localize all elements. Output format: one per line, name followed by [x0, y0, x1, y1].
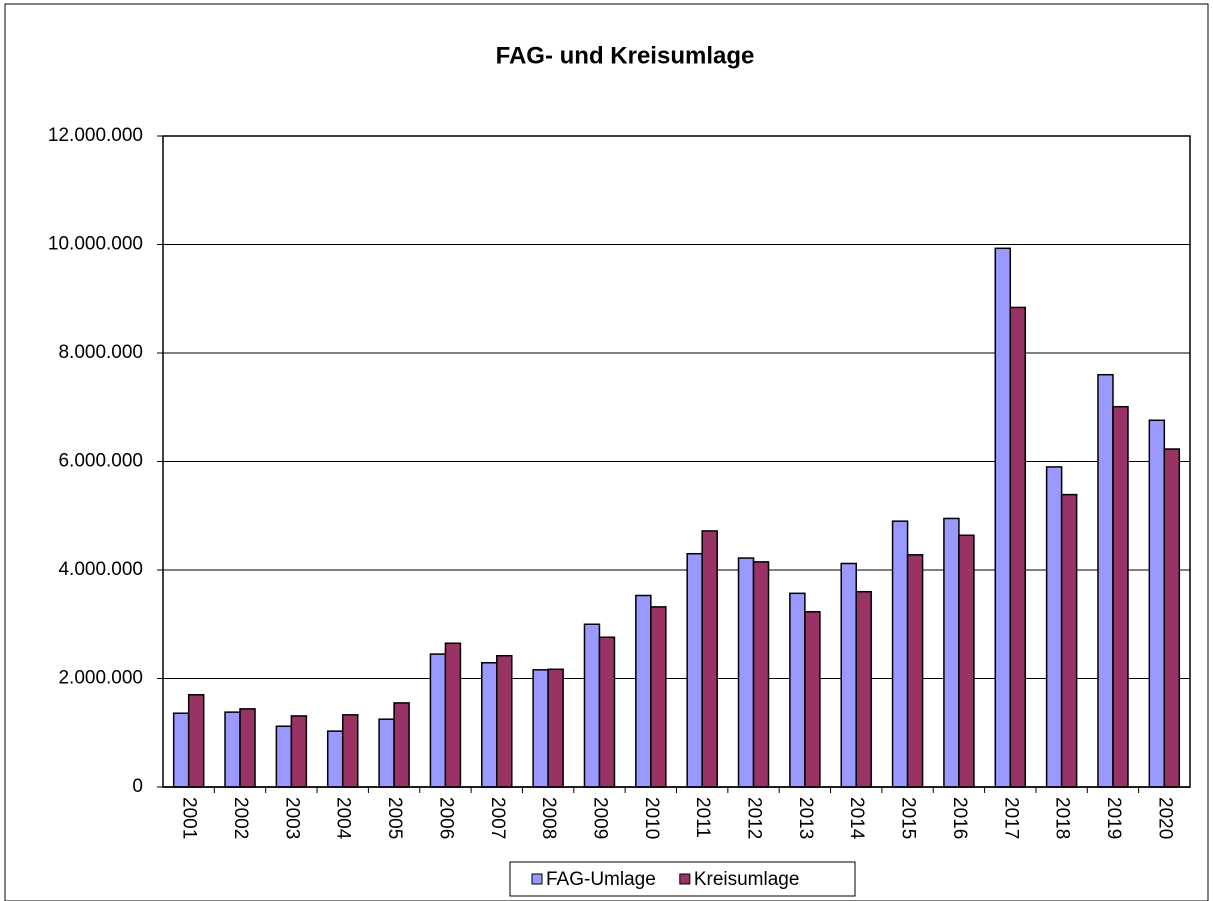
bar: [958, 534, 975, 788]
bar: [804, 611, 821, 788]
bar: [906, 554, 924, 788]
bar: [1112, 405, 1129, 788]
bar: [172, 712, 190, 788]
x-tick-label: 2016: [949, 797, 970, 839]
x-tick-label: 2004: [333, 797, 354, 840]
y-tick-label: 0: [132, 776, 143, 797]
bar: [444, 642, 462, 788]
y-tick-label: 6.000.000: [58, 451, 143, 472]
bar: [290, 715, 308, 788]
bar: [686, 552, 703, 788]
x-tick-label: 2012: [744, 797, 765, 839]
bar: [1060, 493, 1078, 788]
bar: [598, 636, 616, 788]
bar: [1097, 373, 1114, 788]
x-tick-label: 2014: [846, 797, 867, 840]
bar: [393, 702, 410, 788]
bar: [701, 530, 718, 788]
bar: [378, 718, 395, 788]
bar: [650, 606, 667, 788]
bar: [855, 590, 872, 788]
bar: [224, 711, 241, 788]
bar: [1045, 466, 1063, 788]
legend-label: Kreisumlage: [694, 869, 800, 890]
chart-title: FAG- und Kreisumlage: [496, 42, 755, 69]
x-tick-label: 2017: [1000, 797, 1021, 839]
x-tick-label: 2010: [641, 797, 662, 839]
x-tick-label: 2009: [589, 797, 610, 839]
bar: [481, 662, 498, 788]
x-tick-label: 2011: [692, 797, 713, 838]
bar: [532, 669, 549, 788]
y-tick-label: 10.000.000: [48, 234, 143, 255]
bar: [789, 592, 806, 788]
y-tick-label: 2.000.000: [58, 668, 143, 689]
x-tick-label: 2002: [230, 797, 251, 839]
bar: [1148, 419, 1166, 788]
x-tick-label: 2015: [898, 797, 919, 839]
bar: [840, 562, 857, 788]
x-tick-label: 2007: [487, 797, 508, 839]
legend-swatch: [531, 873, 543, 885]
bar: [891, 520, 909, 788]
legend-label: FAG-Umlage: [546, 869, 656, 890]
bar: [496, 654, 513, 788]
bar: [635, 594, 652, 788]
bar: [737, 557, 755, 788]
y-tick-label: 8.000.000: [58, 342, 143, 363]
x-tick-label: 2003: [281, 797, 302, 839]
bar: [583, 623, 601, 788]
x-tick-label: 2006: [435, 797, 456, 839]
bar: [429, 653, 447, 788]
x-tick-label: 2008: [538, 797, 559, 839]
y-tick-label: 4.000.000: [58, 559, 143, 580]
bar: [326, 730, 344, 788]
bar: [1163, 448, 1181, 788]
bar: [547, 668, 564, 788]
x-tick-label: 2019: [1103, 797, 1124, 839]
bar: [994, 247, 1012, 788]
bar: [341, 714, 359, 788]
legend-swatch: [679, 873, 691, 885]
bar: [1009, 306, 1027, 788]
x-tick-label: 2020: [1154, 797, 1175, 839]
bar: [275, 725, 293, 788]
x-tick-label: 2013: [795, 797, 816, 839]
bar: [752, 561, 770, 788]
x-tick-label: 2005: [384, 797, 405, 839]
bar: [239, 708, 256, 788]
bar: [187, 694, 205, 788]
y-tick-label: 12.000.000: [48, 125, 143, 146]
x-tick-label: 2001: [179, 797, 200, 839]
x-tick-label: 2018: [1052, 797, 1073, 839]
bar: [943, 517, 960, 788]
